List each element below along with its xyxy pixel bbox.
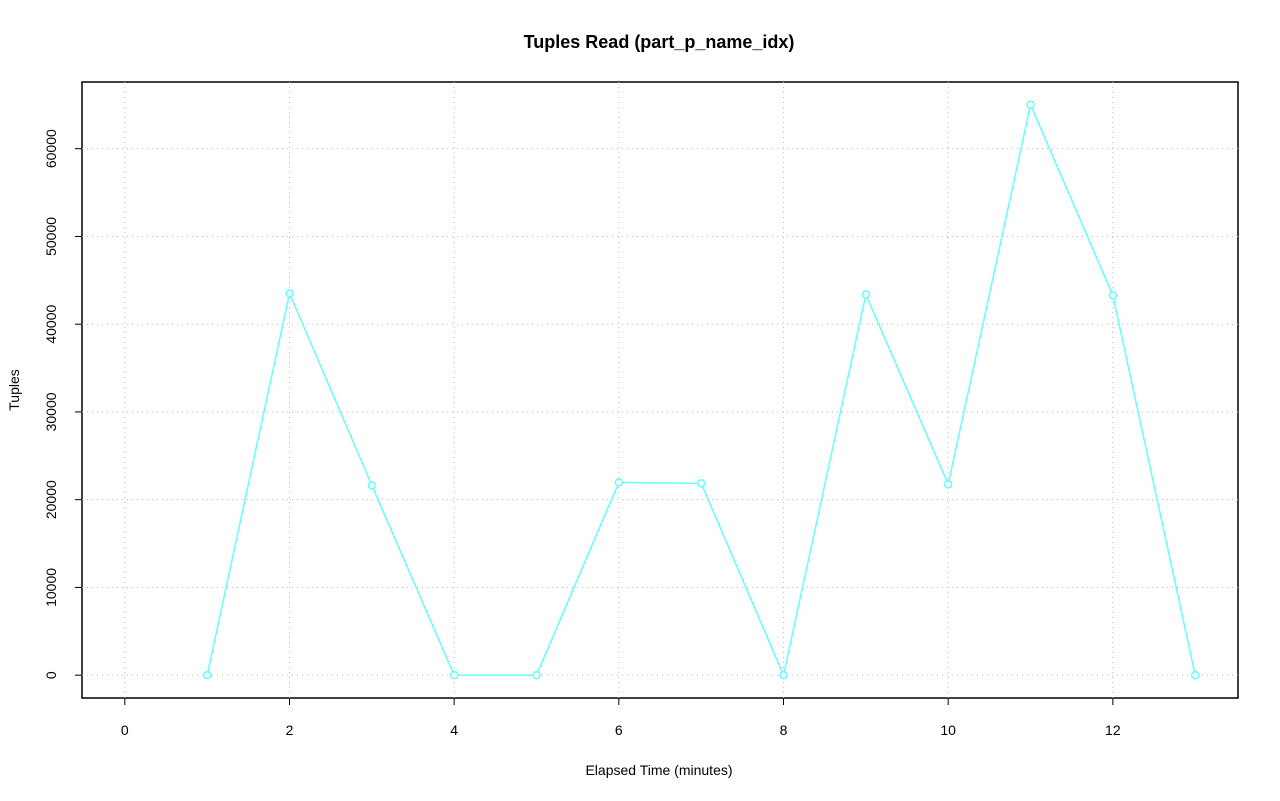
series-line bbox=[206, 102, 1196, 678]
y-axis-label: Tuples bbox=[6, 369, 22, 411]
data-point bbox=[614, 478, 624, 487]
data-point bbox=[943, 480, 953, 489]
x-tick-label: 6 bbox=[615, 722, 623, 738]
x-tick-label: 4 bbox=[450, 722, 458, 738]
y-tick-label: 30000 bbox=[43, 392, 59, 431]
data-point bbox=[532, 670, 541, 680]
chart-title: Tuples Read (part_p_name_idx) bbox=[524, 32, 795, 52]
data-point bbox=[1190, 670, 1200, 680]
plot-frame bbox=[81, 81, 1239, 699]
data-point bbox=[696, 479, 706, 488]
data-point bbox=[285, 289, 294, 298]
x-tick-label: 0 bbox=[121, 722, 129, 738]
x-tick-label: 12 bbox=[1105, 722, 1121, 738]
y-tick-label: 20000 bbox=[43, 480, 59, 519]
x-axis-label: Elapsed Time (minutes) bbox=[585, 762, 732, 778]
x-tick-label: 2 bbox=[286, 722, 294, 738]
x-tick-label: 10 bbox=[940, 722, 956, 738]
y-tick-label: 10000 bbox=[43, 568, 59, 607]
y-tick-label: 60000 bbox=[43, 129, 59, 168]
data-point bbox=[1026, 100, 1035, 109]
data-point bbox=[861, 290, 871, 299]
y-tick-label: 0 bbox=[43, 671, 59, 679]
data-point bbox=[367, 481, 377, 490]
y-tick-label: 40000 bbox=[43, 305, 59, 344]
x-tick-label: 8 bbox=[780, 722, 788, 738]
data-point bbox=[779, 670, 788, 680]
y-tick-label: 50000 bbox=[43, 217, 59, 256]
data-point bbox=[1108, 291, 1118, 300]
data-point bbox=[202, 670, 212, 680]
data-point bbox=[449, 670, 459, 680]
